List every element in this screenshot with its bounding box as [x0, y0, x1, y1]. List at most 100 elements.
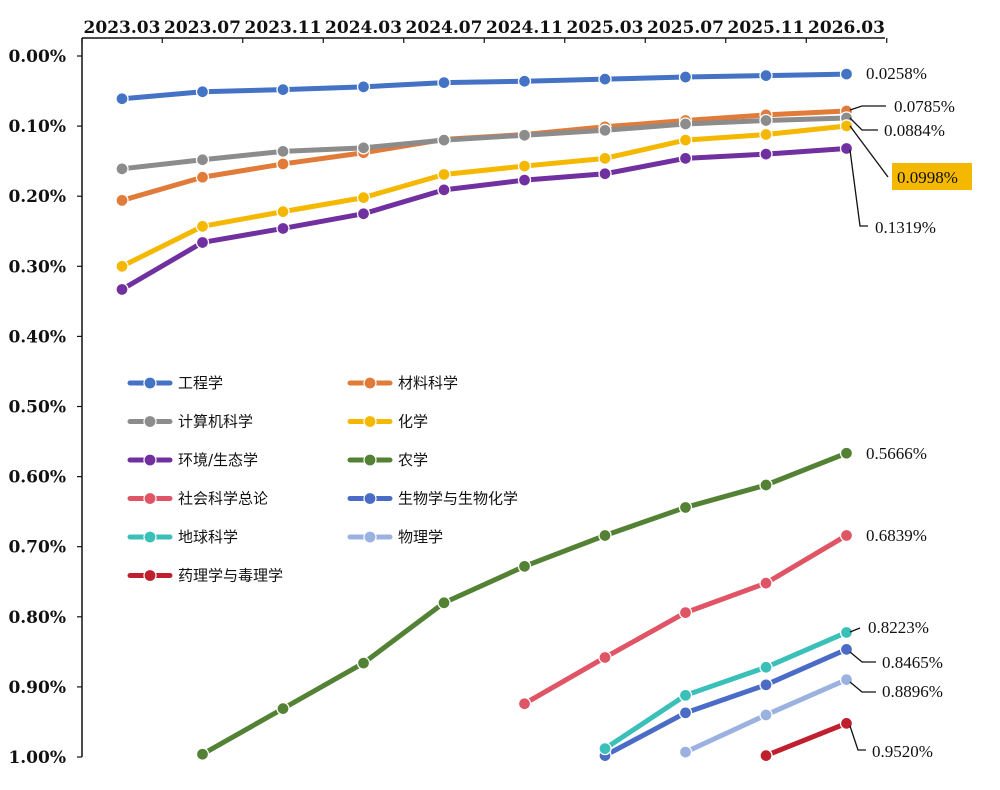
- series-line: [119, 123, 849, 269]
- data-point: [517, 697, 532, 711]
- legend-item: 生物学与生物化学: [347, 490, 518, 508]
- data-point: [195, 170, 210, 184]
- data-point: [598, 741, 612, 756]
- legend-label: 环境/生态学: [178, 451, 258, 469]
- legend-label: 生物学与生物化学: [398, 490, 518, 508]
- data-point: [678, 688, 693, 702]
- x-tick-label: 2025.03: [567, 18, 644, 38]
- data-point: [839, 141, 854, 156]
- legend-item: 地球科学: [127, 528, 238, 546]
- legend-label: 工程学: [178, 374, 223, 392]
- leader-line: [849, 627, 861, 633]
- legend-swatch-marker: [363, 376, 377, 390]
- end-value-label: 0.0884%: [884, 121, 945, 140]
- data-point: [195, 219, 210, 233]
- y-tick-label: 0.20%: [8, 187, 66, 207]
- series-7: [598, 642, 854, 763]
- end-value-label: 0.1319%: [875, 218, 936, 237]
- data-point: [839, 625, 854, 640]
- x-tick-label: 2025.11: [728, 18, 805, 38]
- data-point: [517, 559, 532, 573]
- data-point: [276, 82, 290, 97]
- data-point: [759, 748, 773, 763]
- y-tick-label: 0.30%: [8, 257, 66, 277]
- legend-label: 社会科学总论: [178, 490, 268, 508]
- data-point: [678, 133, 693, 147]
- data-point: [678, 745, 693, 759]
- data-point: [437, 183, 451, 197]
- data-point: [276, 144, 290, 158]
- data-point: [759, 68, 773, 83]
- legend-label: 物理学: [398, 528, 443, 546]
- legend-swatch-marker: [143, 491, 157, 506]
- data-point: [356, 141, 371, 155]
- series-8: [598, 625, 854, 756]
- data-point: [115, 162, 129, 176]
- legend-label: 化学: [398, 413, 428, 431]
- y-tick-label: 0.00%: [8, 47, 66, 67]
- end-value-label: 0.0258%: [866, 64, 927, 83]
- legend-swatch-marker: [143, 414, 157, 429]
- data-point: [759, 478, 773, 492]
- y-tick-label: 0.90%: [8, 678, 66, 698]
- data-point: [759, 127, 773, 142]
- legend-item: 工程学: [127, 374, 223, 392]
- data-point: [839, 672, 854, 687]
- y-tick-label: 0.40%: [8, 327, 66, 347]
- legend-item: 药理学与毒理学: [127, 567, 283, 585]
- data-point: [276, 221, 290, 236]
- data-point: [598, 151, 612, 165]
- end-value-label: 0.6839%: [866, 526, 927, 545]
- data-point: [759, 113, 773, 128]
- data-point: [195, 153, 210, 167]
- legend-swatch-marker: [143, 376, 157, 390]
- series-line: [119, 115, 849, 172]
- end-value-label: 0.8223%: [868, 618, 929, 637]
- x-tick-label: 2024.11: [486, 18, 563, 38]
- x-tick-label: 2025.07: [647, 18, 724, 38]
- data-point: [598, 650, 612, 665]
- series-3: [115, 119, 854, 273]
- data-point: [276, 157, 290, 171]
- legend-swatch-marker: [143, 453, 157, 467]
- series-5: [195, 446, 854, 761]
- legend-item: 物理学: [347, 528, 443, 546]
- leader-line: [849, 651, 876, 663]
- leader-line: [849, 725, 866, 751]
- data-point: [598, 167, 612, 181]
- series-0: [115, 67, 854, 106]
- legend-item: 农学: [347, 451, 428, 469]
- data-point: [437, 75, 451, 90]
- legend-swatch-marker: [143, 568, 157, 583]
- series-10: [759, 716, 854, 763]
- y-tick-label: 1.00%: [8, 748, 66, 768]
- data-point: [598, 528, 612, 543]
- data-point: [437, 167, 451, 182]
- end-value-label: 0.5666%: [866, 444, 927, 463]
- series-layer: [115, 67, 854, 763]
- y-tick-label: 0.50%: [8, 398, 66, 418]
- data-point: [678, 70, 693, 84]
- series-line: [119, 145, 849, 292]
- series-line: [602, 629, 849, 752]
- data-point: [517, 74, 532, 88]
- end-labels: 0.0258% 0.0785% 0.0884% 0.0998% 0.1319% 0.566…: [849, 64, 972, 761]
- data-point: [356, 190, 371, 205]
- data-point: [276, 701, 290, 716]
- series-line: [763, 720, 849, 759]
- legend-label: 地球科学: [178, 528, 238, 546]
- data-point: [437, 133, 451, 147]
- data-point: [839, 67, 854, 81]
- data-point: [517, 173, 532, 187]
- data-point: [195, 747, 210, 761]
- series-9: [678, 672, 854, 759]
- series-2: [115, 111, 854, 176]
- end-value-label: 0.9520%: [872, 742, 933, 761]
- end-value-label: 0.0785%: [894, 97, 955, 116]
- y-tick-label: 0.10%: [8, 117, 66, 137]
- end-value-label: 0.8896%: [882, 682, 943, 701]
- series-6: [517, 528, 854, 711]
- data-point: [356, 207, 371, 221]
